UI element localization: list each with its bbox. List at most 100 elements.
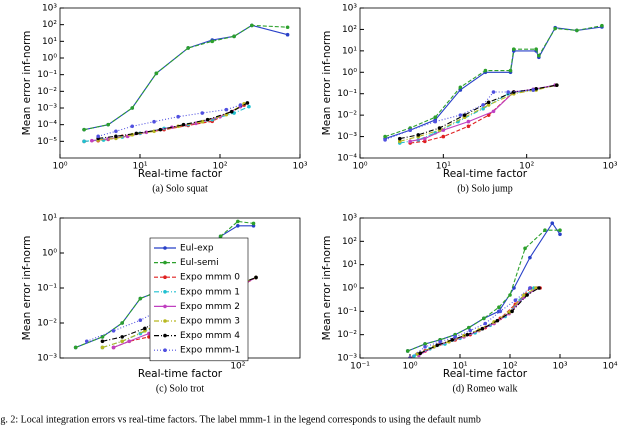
data-point [100, 339, 105, 344]
data-point [467, 325, 471, 330]
y-axis-label: Mean error inf-norm [21, 236, 33, 341]
data-point [120, 339, 124, 344]
data-point [418, 351, 423, 356]
data-point [465, 332, 470, 337]
y-tick-label: 10⁰ [342, 284, 357, 294]
data-point [200, 111, 205, 115]
data-point [106, 122, 110, 127]
data-point [100, 345, 105, 350]
x-tick-label: 10² [230, 362, 245, 372]
series-line [419, 287, 540, 354]
legend-label: Expo mmm 1 [180, 287, 240, 297]
data-point [498, 309, 503, 314]
x-tick-label: 10⁻¹ [350, 362, 370, 372]
y-tick-label: 10¹ [342, 260, 357, 270]
data-point [466, 124, 471, 129]
data-point [491, 109, 496, 114]
y-tick-label: 10⁻² [37, 319, 57, 329]
series-line [83, 24, 288, 131]
data-point [96, 134, 100, 139]
y-tick-label: 10³ [42, 4, 57, 14]
figure-caption: Fig. 2: Local integration errors vs real… [0, 414, 481, 425]
x-tick-label: 10⁰ [402, 362, 417, 372]
legend-marker [163, 260, 167, 265]
data-point [600, 23, 604, 28]
data-point [218, 234, 223, 239]
data-point [528, 286, 532, 290]
data-point [210, 39, 215, 44]
x-tick-label: 10² [212, 162, 227, 172]
subcaption: (c) Solo trot [156, 383, 205, 394]
data-point [143, 326, 147, 331]
series-line [384, 25, 603, 138]
x-axis-label: Real-time factor [138, 168, 223, 180]
y-tick-label: 10² [42, 20, 57, 30]
series-line [98, 102, 248, 139]
x-tick-label: 10² [519, 162, 534, 172]
series-line [98, 103, 245, 141]
data-point [232, 34, 236, 39]
y-tick-label: 10⁻⁴ [37, 120, 57, 130]
data-point [254, 275, 258, 280]
data-point [111, 328, 116, 333]
y-tick-label: 10⁻¹ [337, 307, 357, 317]
data-point [408, 128, 412, 132]
data-point [247, 104, 251, 109]
data-point [152, 119, 156, 124]
subcaption: (b) Solo jump [457, 183, 513, 194]
data-point [537, 286, 541, 290]
data-point [238, 103, 243, 107]
data-point [415, 352, 420, 356]
plot-area [82, 23, 290, 144]
x-tick-label: 10⁴ [602, 362, 617, 372]
y-tick-label: 10⁻¹ [37, 70, 57, 80]
legend-marker [163, 319, 167, 323]
y-tick-label: 10⁻² [337, 330, 357, 340]
data-point [537, 53, 541, 58]
data-point [438, 339, 442, 344]
data-point [82, 127, 86, 132]
x-axis-label: Real-time factor [443, 368, 528, 380]
data-point [423, 136, 427, 141]
data-point [138, 318, 143, 323]
plot-frame [359, 7, 611, 159]
series-line [91, 106, 241, 142]
data-point [154, 71, 159, 76]
data-point [127, 339, 131, 344]
y-tick-label: 10³ [342, 214, 357, 224]
data-point [120, 321, 124, 325]
y-tick-label: 10⁻⁵ [37, 137, 57, 147]
legend-marker [163, 290, 167, 294]
y-axis-label: Mean error inf-norm [321, 236, 333, 341]
data-point [245, 101, 250, 105]
data-point [405, 349, 410, 353]
y-axis-label: Mean error inf-norm [21, 31, 33, 136]
y-tick-label: 10⁻² [37, 87, 57, 97]
x-tick-label: 10³ [292, 162, 307, 172]
y-tick-label: 10² [342, 25, 357, 35]
data-point [508, 68, 513, 73]
data-point [138, 296, 143, 301]
data-point [453, 335, 457, 339]
series-line [409, 287, 531, 358]
y-tick-label: 10² [342, 237, 357, 247]
legend-label: Expo mmm 2 [180, 302, 240, 312]
x-tick-label: 10¹ [452, 362, 467, 372]
series-line [75, 220, 254, 349]
data-point [523, 246, 527, 251]
data-point [383, 138, 387, 142]
data-point [550, 221, 555, 225]
x-tick-label: 10⁰ [52, 162, 67, 172]
data-point [481, 103, 485, 107]
y-tick-label: 10⁰ [342, 68, 357, 78]
data-point [84, 339, 89, 344]
x-axis-label: Real-time factor [443, 168, 528, 180]
data-point [441, 134, 446, 139]
data-point [522, 293, 526, 297]
data-point [285, 32, 290, 37]
y-tick-label: 10⁻⁴ [337, 154, 357, 164]
legend-marker [163, 333, 167, 338]
data-point [423, 139, 427, 144]
series-line [407, 229, 560, 352]
